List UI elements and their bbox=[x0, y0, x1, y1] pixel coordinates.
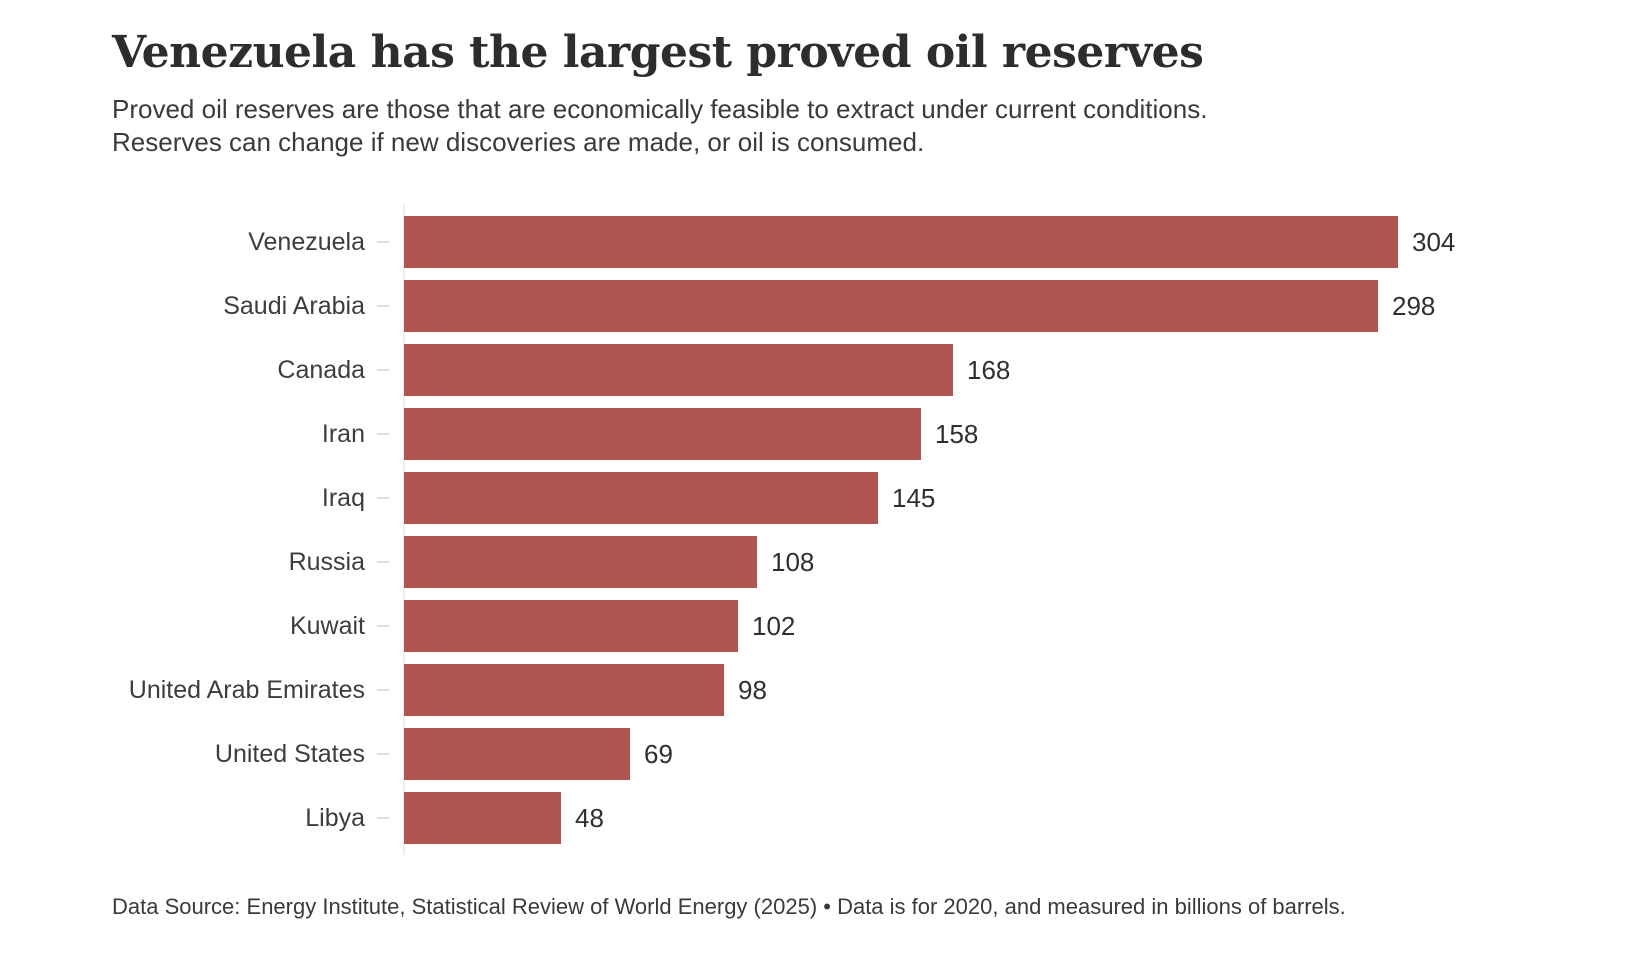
category-label: Kuwait bbox=[289, 611, 365, 640]
category-label: United Arab Emirates bbox=[128, 675, 365, 704]
axis-tick-mark bbox=[377, 625, 389, 627]
axis-tick-mark bbox=[377, 433, 389, 435]
bar-chart: Venezuela 304 Saudi Arabia 298 Canada 16… bbox=[112, 205, 1582, 855]
axis-tick-mark bbox=[377, 689, 389, 691]
axis-tick-mark bbox=[377, 753, 389, 755]
axis-tick-mark bbox=[377, 305, 389, 307]
bar bbox=[404, 216, 1398, 268]
bar bbox=[404, 472, 878, 524]
category-label: Canada bbox=[277, 355, 365, 384]
bar bbox=[404, 792, 561, 844]
axis-tick-mark bbox=[377, 241, 389, 243]
chart-subtitle: Proved oil reserves are those that are e… bbox=[112, 93, 1582, 159]
bar bbox=[404, 664, 724, 716]
chart-row: Iran 158 bbox=[112, 402, 1582, 466]
category-label: Venezuela bbox=[248, 227, 365, 256]
chart-row: Canada 168 bbox=[112, 338, 1582, 402]
data-source-note: Data Source: Energy Institute, Statistic… bbox=[112, 894, 1346, 919]
chart-row: Venezuela 304 bbox=[112, 210, 1582, 274]
value-label: 69 bbox=[644, 738, 673, 769]
chart-rows: Venezuela 304 Saudi Arabia 298 Canada 16… bbox=[112, 210, 1582, 850]
chart-row: Libya 48 bbox=[112, 786, 1582, 850]
subtitle-line-2: Reserves can change if new discoveries a… bbox=[112, 127, 925, 157]
chart-row: Russia 108 bbox=[112, 530, 1582, 594]
value-label: 102 bbox=[752, 610, 796, 641]
category-label: Saudi Arabia bbox=[223, 291, 365, 320]
chart-row: United States 69 bbox=[112, 722, 1582, 786]
value-label: 298 bbox=[1392, 290, 1436, 321]
axis-tick-mark bbox=[377, 369, 389, 371]
chart-title: Venezuela has the largest proved oil res… bbox=[112, 27, 1204, 78]
bar bbox=[404, 344, 953, 396]
bar bbox=[404, 536, 757, 588]
y-axis-line bbox=[403, 205, 405, 855]
category-label: Iraq bbox=[321, 483, 365, 512]
bar bbox=[404, 728, 630, 780]
category-label: Russia bbox=[288, 547, 365, 576]
value-label: 168 bbox=[967, 354, 1011, 385]
value-label: 158 bbox=[935, 418, 979, 449]
value-label: 48 bbox=[575, 802, 604, 833]
bar bbox=[404, 408, 921, 460]
value-label: 145 bbox=[892, 482, 936, 513]
axis-tick-mark bbox=[377, 817, 389, 819]
value-label: 304 bbox=[1412, 226, 1456, 257]
bar bbox=[404, 600, 738, 652]
chart-row: Kuwait 102 bbox=[112, 594, 1582, 658]
chart-row: Saudi Arabia 298 bbox=[112, 274, 1582, 338]
chart-row: United Arab Emirates 98 bbox=[112, 658, 1582, 722]
subtitle-line-1: Proved oil reserves are those that are e… bbox=[112, 94, 1208, 124]
axis-tick-mark bbox=[377, 561, 389, 563]
axis-tick-mark bbox=[377, 497, 389, 499]
bar bbox=[404, 280, 1378, 332]
value-label: 108 bbox=[771, 546, 815, 577]
value-label: 98 bbox=[738, 674, 767, 705]
chart-row: Iraq 145 bbox=[112, 466, 1582, 530]
category-label: Libya bbox=[305, 803, 365, 832]
category-label: Iran bbox=[321, 419, 365, 448]
category-label: United States bbox=[214, 739, 365, 768]
